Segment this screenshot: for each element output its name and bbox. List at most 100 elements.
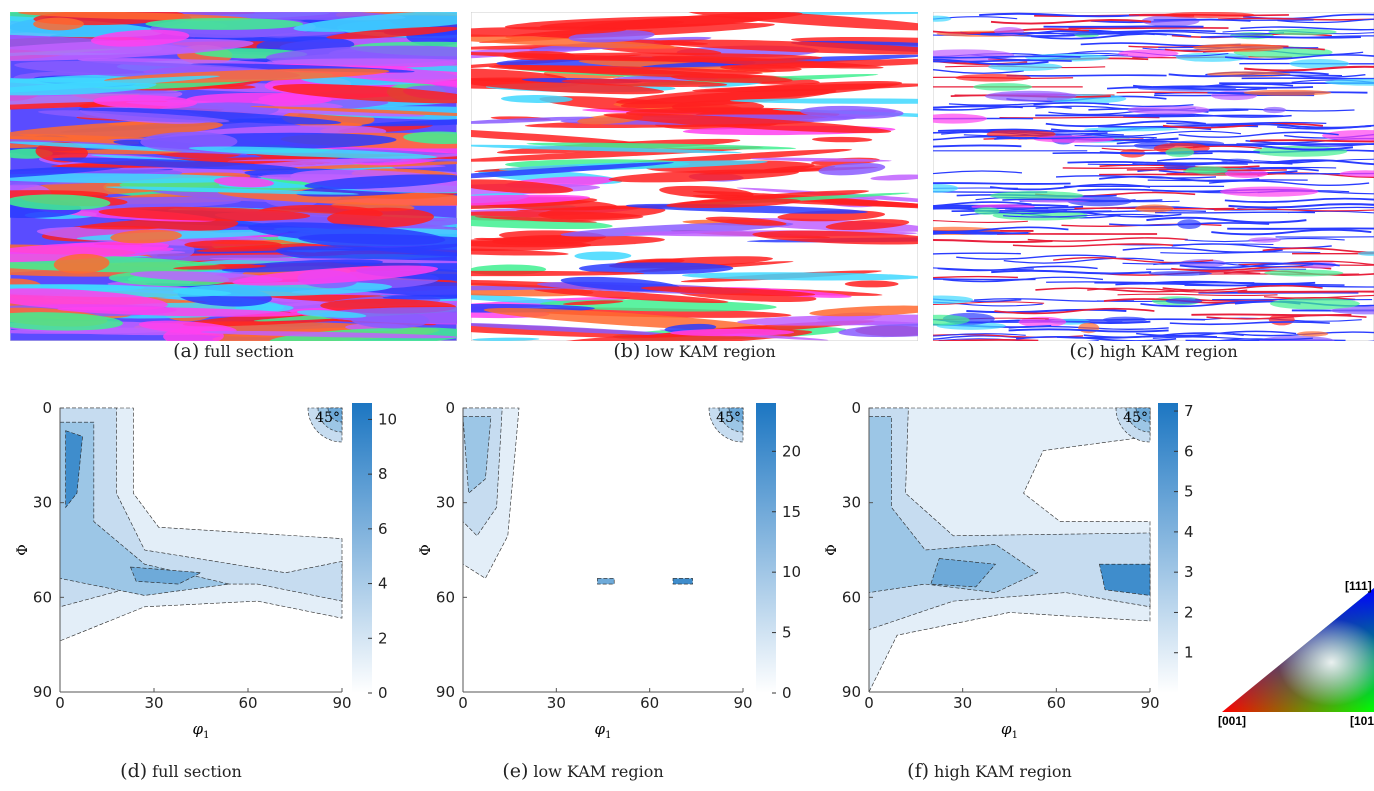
- grain-line: [1003, 257, 1164, 264]
- colorbar: [1158, 403, 1178, 693]
- grain: [809, 305, 918, 317]
- grain: [666, 198, 801, 209]
- colorbar-tick-label: 20: [782, 442, 801, 460]
- grain: [561, 78, 728, 87]
- grain: [10, 241, 170, 263]
- grain-line: [960, 29, 1121, 36]
- grain: [200, 330, 457, 339]
- x-label: φ1: [595, 720, 612, 741]
- grain-line: [933, 55, 1081, 59]
- caption-label: (d): [120, 760, 147, 782]
- grain: [361, 118, 457, 127]
- grain-line: [933, 333, 1026, 337]
- grain: [38, 110, 230, 123]
- grain-line: [1178, 131, 1339, 138]
- grain: [1175, 52, 1249, 62]
- caption-label: (e): [502, 760, 528, 782]
- grain-line: [1006, 74, 1167, 77]
- x-label-main: φ: [1001, 720, 1012, 738]
- grain-line: [1277, 18, 1374, 24]
- grain-line: [1211, 228, 1372, 236]
- grain-line: [1008, 328, 1169, 333]
- grain-line: [933, 252, 1021, 255]
- grain: [730, 12, 918, 16]
- grain-line: [1033, 102, 1194, 108]
- grain-line: [933, 301, 1043, 307]
- grain: [681, 272, 918, 281]
- grain-line: [933, 275, 1018, 279]
- grain-line: [933, 182, 1071, 185]
- grain: [670, 74, 793, 84]
- grain-line: [933, 267, 1034, 271]
- grain-line: [1162, 285, 1323, 292]
- grain-line: [1272, 159, 1374, 166]
- contour: [868, 416, 1039, 593]
- grain: [730, 98, 918, 104]
- grain: [974, 207, 1000, 215]
- grain: [10, 165, 129, 183]
- grain: [471, 215, 613, 230]
- grain: [1289, 59, 1350, 69]
- grain: [989, 191, 1084, 201]
- grain: [10, 75, 220, 96]
- grain: [1268, 28, 1337, 36]
- grain: [471, 291, 569, 305]
- caption: (f) high KAM region: [907, 760, 1072, 782]
- grain: [472, 337, 540, 341]
- y-tick-label: 60: [436, 588, 455, 606]
- grain-line: [1003, 213, 1164, 218]
- grain: [326, 26, 457, 40]
- caption-label: (c): [1069, 340, 1094, 362]
- grain: [844, 280, 899, 288]
- grain-line: [1031, 33, 1192, 40]
- caption-text: low KAM region: [645, 342, 775, 361]
- grain: [1330, 306, 1374, 315]
- y-tick-label: 0: [851, 399, 861, 417]
- colorbar-tick-label: 3: [1184, 563, 1194, 581]
- contour: [728, 407, 744, 423]
- grain-line: [979, 12, 1140, 18]
- y-tick-label: 90: [842, 683, 861, 701]
- grain: [90, 29, 190, 47]
- ebsd-map: [933, 12, 1374, 341]
- colorbar-tick-label: 15: [782, 503, 801, 521]
- caption: (b) low KAM region: [613, 340, 775, 362]
- grain: [1102, 316, 1148, 323]
- grain: [1219, 186, 1319, 197]
- x-tick-label: 0: [864, 694, 874, 712]
- grain-line: [933, 201, 1032, 207]
- grain: [10, 194, 111, 211]
- grain: [1270, 297, 1360, 310]
- grain-line: [1153, 19, 1314, 21]
- grain: [471, 26, 627, 37]
- contour: [1099, 563, 1151, 596]
- x-label-sub: 1: [605, 730, 611, 741]
- caption-text: high KAM region: [934, 762, 1072, 781]
- grain-line: [1182, 74, 1343, 77]
- grain-line: [966, 308, 1127, 314]
- grain: [1297, 331, 1329, 337]
- grain-line: [1133, 83, 1294, 89]
- grain: [403, 131, 457, 145]
- grain-line: [933, 231, 1029, 235]
- grain: [671, 100, 765, 114]
- grain: [955, 73, 1031, 82]
- grain-line: [1240, 26, 1374, 31]
- grain: [1324, 78, 1374, 86]
- ipf-label: [101]: [1350, 714, 1374, 728]
- x-tick-label: 60: [1047, 694, 1066, 712]
- grain: [1248, 237, 1281, 243]
- grain: [1262, 106, 1287, 114]
- grain: [98, 206, 311, 222]
- grain: [1357, 251, 1374, 256]
- grain: [692, 83, 918, 92]
- grain: [78, 107, 342, 125]
- colorbar-tick-label: 2: [378, 629, 388, 647]
- grain: [17, 12, 252, 21]
- y-label: Φ: [418, 544, 434, 555]
- grain: [248, 222, 446, 245]
- caption: (d) full section: [120, 760, 242, 782]
- grain-line: [1117, 293, 1278, 297]
- grain-line: [1153, 85, 1314, 89]
